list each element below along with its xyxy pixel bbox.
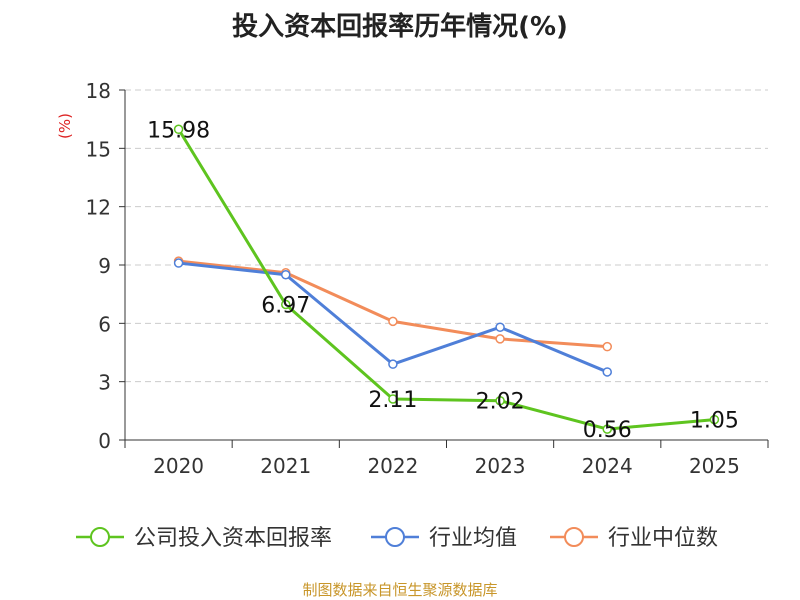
x-tick-label: 2021 (260, 454, 311, 478)
data-point (602, 341, 612, 352)
series-line-0 (177, 128, 715, 431)
data-point (173, 258, 184, 268)
source-note: 制图数据来自恒生聚源数据库 (302, 581, 498, 599)
legend-label: 公司投入资本回报率 (134, 526, 332, 551)
series-line-2 (178, 259, 608, 349)
legend: 公司投入资本回报率 行业均值 行业中位数 (76, 526, 718, 551)
x-tick-label: 2022 (367, 454, 418, 478)
y-tick-label: 6 (98, 312, 111, 336)
data-label: 1.05 (690, 409, 739, 434)
y-axis-label: (%) (56, 113, 74, 139)
y-tick-label: 18 (86, 79, 111, 103)
data-label: 2.02 (476, 390, 525, 415)
data-point (281, 299, 291, 310)
data-point (388, 316, 398, 327)
data-label: 15.98 (147, 118, 210, 143)
data-point (173, 124, 184, 135)
x-tick-label: 2024 (582, 454, 633, 478)
legend-marker (564, 527, 584, 547)
y-tick-label: 9 (98, 254, 111, 278)
x-tick-label: 2020 (153, 454, 204, 478)
x-tick-label: 2023 (475, 454, 526, 478)
data-point (388, 359, 398, 369)
data-label: 2.11 (368, 388, 417, 413)
data-point (709, 414, 720, 425)
data-point (495, 395, 505, 406)
data-label: 6.97 (261, 293, 310, 318)
y-tick-label: 0 (98, 429, 111, 453)
chart-title: 投入资本回报率历年情况(%) (232, 12, 568, 42)
y-tick-label: 15 (86, 137, 111, 161)
grid-lines (125, 89, 768, 383)
legend-marker (90, 527, 110, 547)
y-tick-label: 3 (98, 371, 111, 395)
data-labels: 15.98 6.97 2.11 2.02 0.56 1.05 (147, 118, 739, 443)
data-label: 0.56 (583, 418, 632, 443)
x-tick-label: 2025 (689, 454, 740, 478)
axes: 0 3 6 9 12 15 18 (%) 2020 2021 2022 2023 2024 2025 (56, 79, 769, 478)
data-point (495, 322, 505, 332)
data-point (388, 394, 398, 404)
legend-label: 行业均值 (429, 526, 517, 551)
legend-marker (385, 527, 405, 547)
data-point (602, 367, 612, 377)
data-point (495, 334, 505, 344)
y-tick-label: 12 (86, 196, 111, 220)
series-layer (173, 124, 720, 434)
data-point (602, 424, 612, 434)
legend-label: 行业中位数 (608, 526, 718, 551)
data-point (281, 269, 291, 280)
